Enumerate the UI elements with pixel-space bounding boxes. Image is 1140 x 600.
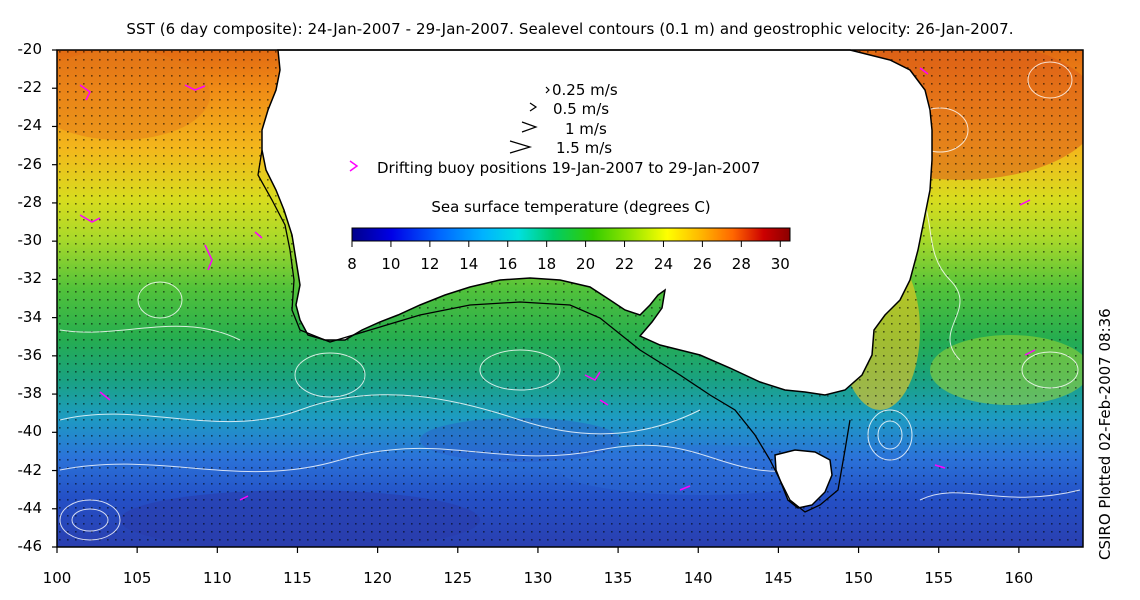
x-tick-label: 140 — [683, 569, 713, 587]
y-tick-label: -22 — [17, 78, 43, 97]
velocity-legend-arrows — [349, 86, 550, 172]
y-tick-label: -46 — [17, 537, 43, 555]
colorbar-tick-marks — [351, 241, 781, 247]
x-tick-label: 150 — [844, 569, 873, 587]
y-tick-label: -34 — [17, 307, 43, 326]
x-tick-label: 105 — [122, 569, 152, 587]
colorbar-tick-label: 30 — [770, 255, 790, 273]
y-tick-label: -30 — [17, 231, 43, 250]
y-tick-label: -40 — [17, 422, 43, 441]
x-tick-label: 160 — [1004, 569, 1034, 587]
colorbar-tick-label: 8 — [347, 255, 357, 273]
colorbar-tick-label: 26 — [692, 255, 712, 273]
y-tick-label: -42 — [17, 460, 43, 479]
x-tick-label: 135 — [603, 569, 633, 587]
colorbar-tick-label: 22 — [614, 255, 635, 273]
x-tick-label: 115 — [283, 569, 312, 587]
colorbar — [351, 227, 791, 242]
colorbar-tick-label: 12 — [420, 255, 440, 273]
australia-landmass — [261, 49, 933, 396]
x-tick-label: 145 — [764, 569, 793, 587]
buoy-symbol — [349, 160, 359, 172]
arrow-1-5 — [509, 140, 533, 154]
arrow-1 — [521, 121, 538, 133]
x-tick-marks — [56, 547, 1020, 553]
legend-0-25: 0.25 m/s — [552, 81, 618, 99]
y-tick-label: -24 — [17, 116, 43, 135]
colorbar-title: Sea surface temperature (degrees C) — [431, 198, 711, 216]
map-title: SST (6 day composite): 24-Jan-2007 - 29-… — [126, 20, 1014, 38]
legend-1-5: 1.5 m/s — [556, 139, 613, 157]
colorbar-tick-label: 20 — [576, 255, 596, 273]
legend-buoy-label: Drifting buoy positions 19-Jan-2007 to 2… — [377, 159, 761, 177]
colorbar-tick-label: 24 — [653, 255, 673, 273]
y-tick-label: -20 — [17, 40, 43, 58]
y-tick-label: -28 — [17, 192, 43, 211]
x-tick-label: 100 — [42, 569, 72, 587]
y-tick-label: -44 — [17, 498, 43, 517]
colorbar-tick-label: 10 — [381, 255, 401, 273]
x-tick-label: 110 — [202, 569, 232, 587]
y-tick-label: -36 — [17, 345, 43, 364]
y-tick-marks — [52, 49, 57, 548]
x-tick-label: 155 — [924, 569, 954, 587]
colorbar-tick-label: 16 — [498, 255, 518, 273]
arrow-0-5 — [529, 102, 538, 112]
x-tick-label: 120 — [363, 569, 392, 587]
x-tick-label: 125 — [443, 569, 473, 587]
buoy-tracks — [79, 67, 1036, 501]
y-tick-label: -32 — [17, 269, 43, 288]
arrow-0-25 — [545, 86, 550, 94]
x-tick-label: 130 — [523, 569, 553, 587]
plot-frame — [56, 49, 1084, 548]
colorbar-tick-label: 28 — [731, 255, 751, 273]
legend-1: 1 m/s — [565, 120, 607, 138]
y-tick-label: -26 — [17, 154, 43, 173]
y-tick-label: -38 — [17, 384, 43, 403]
shelf-break-line — [257, 149, 851, 513]
plot-credit: CSIRO Plotted 02-Feb-2007 08:36 — [1096, 308, 1114, 560]
colorbar-tick-label: 18 — [537, 255, 557, 273]
legend-0-5: 0.5 m/s — [553, 100, 610, 118]
colorbar-tick-label: 14 — [459, 255, 479, 273]
